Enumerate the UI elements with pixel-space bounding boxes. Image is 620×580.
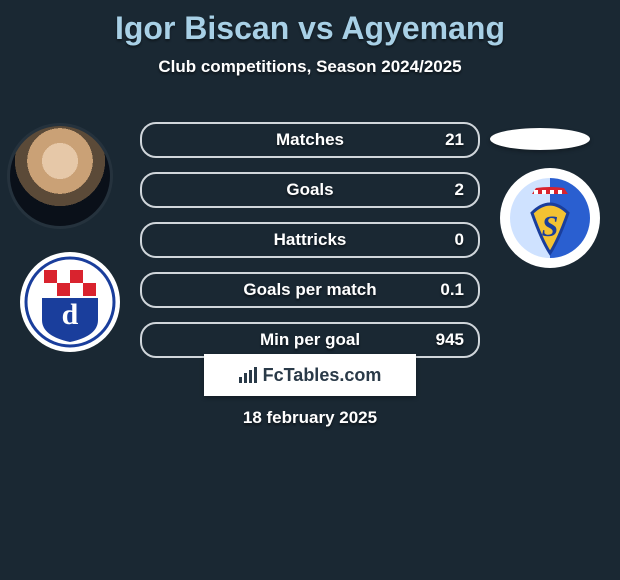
date-label: 18 february 2025: [0, 408, 620, 428]
stat-row: Goals 2: [140, 172, 480, 208]
svg-text:S: S: [542, 210, 559, 243]
stat-label: Goals per match: [142, 274, 478, 306]
club-right-badge: S: [500, 168, 600, 268]
brand-badge: FcTables.com: [204, 354, 416, 396]
stat-label: Goals: [142, 174, 478, 206]
club-left-badge: d: [20, 252, 120, 352]
bar-chart-icon: [239, 367, 257, 383]
stat-label: Hattricks: [142, 224, 478, 256]
dinamo-zagreb-icon: d: [20, 252, 120, 352]
stat-row: Matches 21: [140, 122, 480, 158]
stat-row: Min per goal 945: [140, 322, 480, 358]
stat-row: Hattricks 0: [140, 222, 480, 258]
svg-text:d: d: [62, 298, 79, 331]
season-subtitle: Club competitions, Season 2024/2025: [0, 57, 620, 77]
player-right-avatar-placeholder: [490, 128, 590, 150]
stat-row: Goals per match 0.1: [140, 272, 480, 308]
stat-label: Min per goal: [142, 324, 478, 356]
stat-value-right: 21: [445, 124, 464, 156]
player-left-avatar: [10, 126, 110, 226]
stat-value-right: 0.1: [440, 274, 464, 306]
stat-label: Matches: [142, 124, 478, 156]
stat-value-right: 0: [455, 224, 464, 256]
stat-value-right: 945: [436, 324, 464, 356]
comparison-card: Igor Biscan vs Agyemang Club competition…: [0, 0, 620, 580]
brand-text: FcTables.com: [263, 365, 382, 385]
stat-value-right: 2: [455, 174, 464, 206]
page-title: Igor Biscan vs Agyemang: [0, 0, 620, 47]
hnk-sibenik-icon: S: [500, 168, 600, 268]
stats-table: Matches 21 Goals 2 Hattricks 0 Goals per…: [140, 122, 480, 372]
